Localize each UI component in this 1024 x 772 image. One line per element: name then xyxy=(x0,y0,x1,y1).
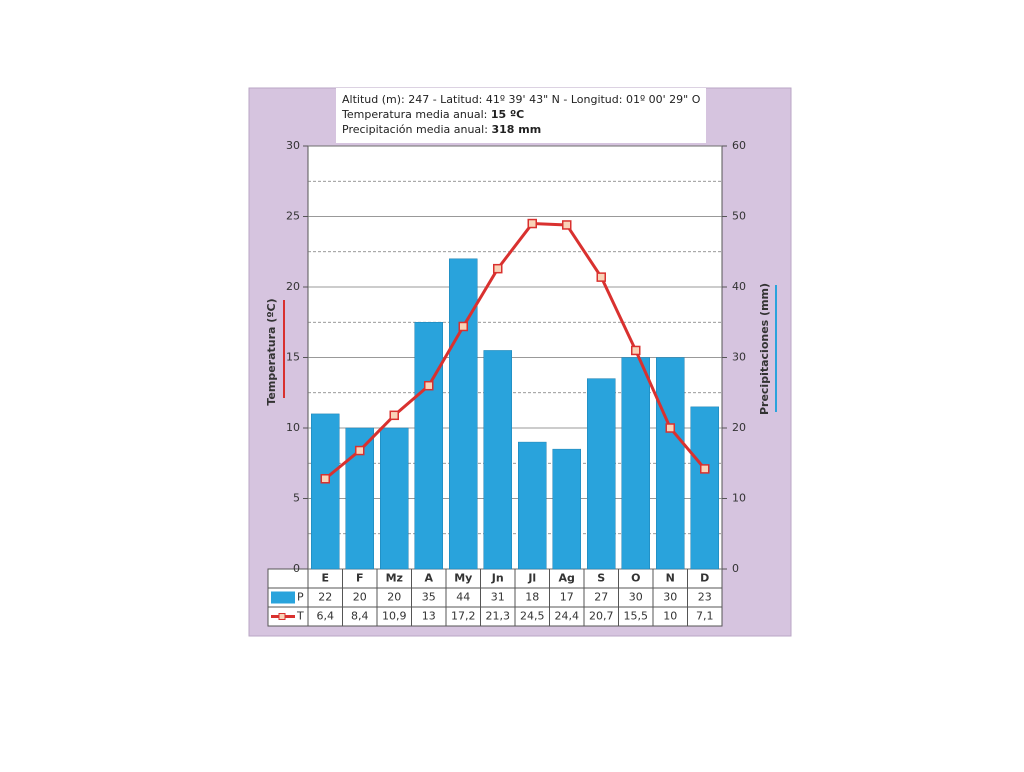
marker xyxy=(355,445,365,456)
bar xyxy=(311,413,340,570)
legend-label: T xyxy=(296,610,304,623)
table-value: 20,7 xyxy=(589,610,614,623)
marker xyxy=(700,464,710,474)
info-temp-label: Temperatura media anual: xyxy=(341,108,487,121)
y-tick-label: 15 xyxy=(286,351,300,364)
table-value: 31 xyxy=(491,591,505,604)
bar xyxy=(380,427,409,570)
y-tick-label: 20 xyxy=(286,280,300,293)
x-tick-label: E xyxy=(321,572,329,585)
bar xyxy=(690,406,719,570)
marker xyxy=(424,380,434,391)
table-value: 24,4 xyxy=(555,610,580,623)
info-precip-value: 318 mm xyxy=(491,123,541,136)
y2-axis-label: Precipitaciones (mm) xyxy=(758,283,771,415)
table-value: 8,4 xyxy=(351,610,369,623)
info-location: Altitud (m): 247 - Latitud: 41º 39' 43" … xyxy=(342,93,701,106)
table-value: 23 xyxy=(698,591,712,604)
marker xyxy=(320,474,330,484)
table-value: 20 xyxy=(387,591,401,604)
marker xyxy=(562,220,572,230)
x-tick-label: N xyxy=(666,572,675,585)
y2-tick-label: 30 xyxy=(732,351,746,364)
bar xyxy=(518,441,547,570)
bar xyxy=(449,258,478,570)
y2-tick-label: 10 xyxy=(732,492,746,505)
info-temperature: Temperatura media anual: 15 ºC xyxy=(341,108,524,121)
table-value: 35 xyxy=(422,591,436,604)
table-value: 22 xyxy=(318,591,332,604)
marker xyxy=(665,423,675,433)
table-value: 24,5 xyxy=(520,610,545,623)
x-tick-label: My xyxy=(454,572,472,585)
table-value: 17 xyxy=(560,591,574,604)
info-temp-value: 15 ºC xyxy=(491,108,524,121)
x-tick-label: Mz xyxy=(386,572,403,585)
y2-tick-label: 50 xyxy=(732,210,746,223)
x-tick-label: D xyxy=(700,572,709,585)
table-value: 6,4 xyxy=(317,610,335,623)
legend-swatch xyxy=(271,591,295,604)
marker xyxy=(527,218,537,229)
y-tick-label: 5 xyxy=(293,492,300,505)
x-tick-label: A xyxy=(424,572,433,585)
bar xyxy=(414,322,443,570)
info-precipitation: Precipitación media anual: 318 mm xyxy=(342,123,541,136)
marker xyxy=(493,263,503,274)
marker xyxy=(389,410,399,421)
table-value: 13 xyxy=(422,610,436,623)
x-tick-label: Ag xyxy=(559,572,575,585)
y-tick-label: 10 xyxy=(286,421,300,434)
bar xyxy=(552,448,581,570)
table-value: 30 xyxy=(663,591,677,604)
marker xyxy=(458,321,468,332)
table-value: 44 xyxy=(456,591,470,604)
info-box xyxy=(336,88,706,143)
legend-label: P xyxy=(297,591,304,604)
x-tick-label: F xyxy=(356,572,364,585)
y-tick-label: 0 xyxy=(293,562,300,575)
bar xyxy=(621,357,650,570)
marker xyxy=(631,345,641,356)
table-value: 30 xyxy=(629,591,643,604)
table-value: 7,1 xyxy=(696,610,714,623)
y-axis-label: Temperatura (ºC) xyxy=(265,298,278,405)
table-value: 10,9 xyxy=(382,610,407,623)
y2-tick-label: 20 xyxy=(732,421,746,434)
y2-tick-label: 60 xyxy=(732,139,746,152)
y-tick-label: 25 xyxy=(286,210,300,223)
x-tick-label: Jn xyxy=(491,572,504,585)
table-value: 17,2 xyxy=(451,610,476,623)
y2-tick-label: 40 xyxy=(732,280,746,293)
table-value: 15,5 xyxy=(624,610,649,623)
table-value: 27 xyxy=(594,591,608,604)
x-tick-label: S xyxy=(597,572,605,585)
legend-marker xyxy=(278,613,286,620)
bar xyxy=(483,350,512,570)
bar xyxy=(587,378,616,570)
table-value: 10 xyxy=(663,610,677,623)
marker xyxy=(596,272,606,282)
table-value: 18 xyxy=(525,591,539,604)
line xyxy=(324,222,706,480)
table-value: 21,3 xyxy=(486,610,511,623)
y2-tick-label: 0 xyxy=(732,562,739,575)
x-tick-label: Jl xyxy=(527,572,536,585)
y-tick-label: 30 xyxy=(286,139,300,152)
x-tick-label: O xyxy=(631,572,640,585)
table-value: 20 xyxy=(353,591,367,604)
bar xyxy=(656,357,685,570)
info-precip-label: Precipitación media anual: xyxy=(342,123,488,136)
